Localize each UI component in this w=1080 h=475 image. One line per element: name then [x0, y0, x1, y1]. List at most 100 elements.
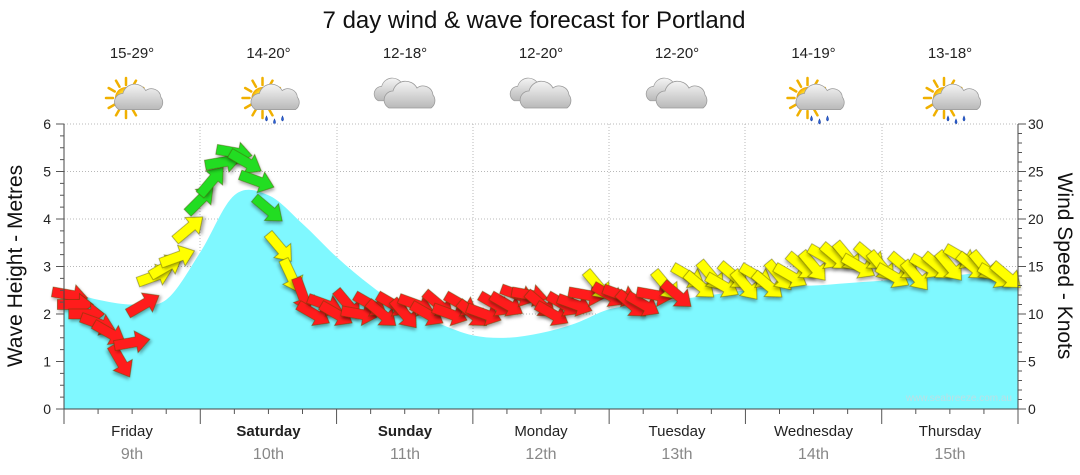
cloudy-icon — [645, 77, 708, 109]
raindrop-shape — [954, 118, 958, 125]
axes — [56, 123, 1026, 424]
raindrop-shape — [265, 115, 268, 122]
wind-arrow — [874, 262, 910, 289]
raindrop-shape — [281, 115, 284, 122]
cloud-shape — [250, 83, 300, 110]
wind-arrow — [750, 269, 783, 298]
wind-arrow — [899, 258, 928, 291]
day-date-label: 10th — [253, 446, 284, 463]
showers-icon — [786, 76, 845, 125]
showers-icon — [241, 76, 300, 125]
right-axis-title: Wind Speed - Knots — [1053, 173, 1076, 360]
day-date-label: 14th — [798, 446, 829, 463]
raindrop-shape — [810, 115, 813, 122]
wind-arrow — [797, 248, 826, 281]
cloud-shape — [114, 83, 164, 110]
raindrop-shape — [946, 115, 950, 122]
raindrop-shape — [962, 115, 966, 122]
cloudy-icon — [509, 77, 572, 109]
raindrop-shape — [273, 118, 276, 125]
partly-cloudy-icon — [104, 76, 164, 120]
wind-arrow — [533, 300, 569, 327]
chart-title: 7 day wind & wave forecast for Portland — [323, 7, 746, 34]
wave-area — [64, 189, 1018, 409]
cloud-shape — [932, 83, 982, 110]
right-tick-label: 10 — [1028, 306, 1044, 322]
left-tick-label: 0 — [43, 401, 51, 417]
wind-arrow — [772, 262, 808, 289]
front-cloud-shape — [383, 80, 436, 109]
day-date-label: 11th — [390, 446, 420, 463]
left-axis-ticks: 0 1 2 3 4 5 6 — [43, 116, 51, 417]
day-name-label: Wednesday — [774, 423, 853, 440]
left-axis-title: Wave Height - Metres — [4, 165, 27, 367]
right-tick-label: 20 — [1028, 211, 1044, 227]
wind-arrows — [50, 141, 1021, 378]
cloud-shape — [795, 83, 845, 110]
front-cloud-shape — [519, 80, 572, 109]
day-name-label: Friday — [111, 423, 153, 440]
wind-arrow — [171, 216, 204, 245]
wind-arrow — [933, 248, 962, 281]
left-tick-label: 4 — [43, 211, 51, 227]
wind-arrow — [106, 342, 133, 378]
wind-arrow — [729, 267, 758, 300]
showers-icon — [922, 76, 982, 125]
wind-arrow — [659, 279, 692, 307]
day-date-label: 13th — [661, 446, 692, 463]
daily-temperatures: 15-29° 14-20° 12-18° 12-20° 12-20° 14-19° 13-1… — [110, 45, 972, 62]
wind-arrow — [250, 193, 283, 222]
left-tick-label: 5 — [43, 164, 51, 180]
day-date-label: 15th — [934, 446, 965, 463]
wind-arrow — [840, 252, 876, 279]
day-date-label: 9th — [121, 446, 143, 463]
right-tick-label: 0 — [1028, 401, 1036, 417]
right-tick-label: 30 — [1028, 116, 1044, 132]
left-tick-label: 6 — [43, 116, 51, 132]
wind-arrow — [237, 169, 275, 194]
wind-arrow — [624, 290, 660, 317]
temperature-range-label: 12-20° — [655, 45, 699, 62]
day-name-label: Sunday — [378, 423, 433, 440]
cloudy-icon — [373, 77, 436, 109]
front-cloud-shape — [655, 80, 708, 109]
day-name-label: Monday — [514, 423, 568, 440]
temperature-range-label: 13-18° — [928, 45, 972, 62]
wave-height-area — [64, 189, 1018, 409]
right-tick-label: 25 — [1028, 164, 1044, 180]
wind-arrow — [113, 330, 151, 354]
temperature-range-label: 12-18° — [383, 45, 427, 62]
wind-arrow — [388, 296, 417, 329]
day-name-label: Thursday — [919, 423, 982, 440]
right-tick-label: 5 — [1028, 354, 1036, 370]
wind-arrow — [195, 166, 224, 199]
wind-arrow — [263, 229, 292, 262]
temperature-range-label: 15-29° — [110, 45, 154, 62]
day-date-label: 12th — [525, 446, 556, 463]
wind-arrow — [682, 269, 715, 298]
watermark: www.seabreeze.com.au — [905, 393, 1012, 404]
wind-arrow — [704, 271, 739, 298]
wind-arrow — [989, 260, 1021, 288]
right-axis-ticks: 0 5 10 15 20 25 30 — [1028, 116, 1044, 417]
temperature-range-label: 14-19° — [791, 45, 835, 62]
wind-arrow — [340, 302, 378, 327]
wind-arrow — [488, 290, 524, 317]
left-tick-label: 2 — [43, 306, 51, 322]
raindrop-shape — [818, 118, 821, 125]
wind-arrow — [158, 244, 196, 269]
left-tick-label: 3 — [43, 259, 51, 275]
day-labels: Friday 9th Saturday 10th Sunday 11th Monday 12t… — [111, 423, 982, 463]
day-name-label: Tuesday — [649, 423, 706, 440]
raindrop-shape — [826, 115, 829, 122]
day-name-label: Saturday — [236, 423, 301, 440]
wind-arrow — [227, 148, 262, 175]
weather-icons — [104, 76, 982, 125]
temperature-range-label: 14-20° — [246, 45, 290, 62]
wind-arrow — [364, 298, 397, 326]
right-tick-label: 15 — [1028, 259, 1044, 275]
temperature-range-label: 12-20° — [519, 45, 563, 62]
wind-arrow — [124, 292, 160, 319]
